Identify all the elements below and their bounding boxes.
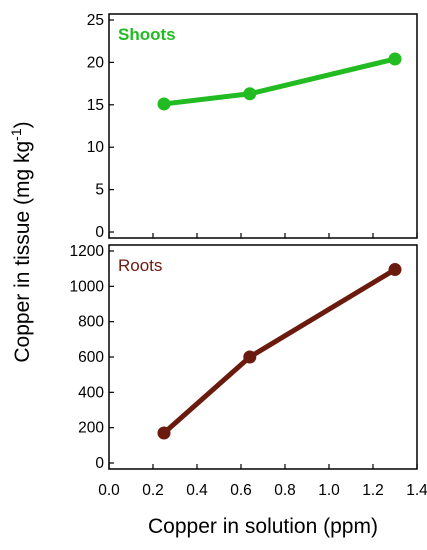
x-tick-label: 1.0 [318,482,340,499]
shoots-data-point [157,97,171,111]
roots-y-tick-label: 1000 [70,278,105,295]
shoots-series [157,52,402,111]
x-tick-label: 1.4 [406,482,427,499]
roots-panel-label: Roots [118,256,162,275]
shoots-series-line [161,56,398,107]
roots-y-tick-label: 600 [78,349,104,366]
shoots-data-point [388,52,402,66]
shoots-data-point [243,87,257,101]
x-tick-label: 0.2 [142,482,164,499]
x-axis: 0.0 0.2 0.4 0.6 0.8 1.0 1.2 1.4 [98,233,427,499]
x-tick-label: 0.6 [230,482,252,499]
y-axis-title-main: Copper in tissue (mg kg [11,141,34,363]
shoots-y-tick-label: 5 [95,182,104,199]
x-tick-label: 0.0 [98,482,120,499]
roots-y-tick-label: 200 [78,420,104,437]
roots-data-point [388,263,402,277]
shoots-y-tick-label: 0 [95,224,104,241]
shoots-y-tick-label: 25 [87,12,104,29]
x-tick-label: 0.8 [274,482,296,499]
shoots-y-tick-label: 10 [87,139,105,156]
x-axis-title: Copper in solution (ppm) [148,515,378,538]
shoots-panel-label: Shoots [118,25,176,44]
x-tick-label: 1.2 [362,482,384,499]
y-axis-title: Copper in tissue (mg kg-1) [8,121,34,362]
shoots-y-tick-label: 15 [87,97,104,114]
shoots-panel-frame [108,13,418,239]
roots-y-axis: 0 200 400 600 800 1000 1200 [70,243,114,472]
roots-y-tick-label: 0 [95,455,104,472]
shoots-y-axis: 0 5 10 15 20 25 [87,12,114,241]
roots-series-line [161,267,398,436]
roots-y-tick-label: 400 [78,384,104,401]
roots-data-point [157,426,171,440]
roots-series [157,263,402,440]
roots-panel-frame [108,244,418,470]
roots-data-point [243,350,257,364]
roots-y-tick-label: 800 [78,314,104,331]
y-axis-title-close: ) [11,121,34,128]
shoots-y-tick-label: 20 [87,54,105,71]
y-axis-title-superscript: -1 [8,128,24,141]
x-tick-label: 0.4 [186,482,208,499]
roots-y-tick-label: 1200 [70,243,105,260]
